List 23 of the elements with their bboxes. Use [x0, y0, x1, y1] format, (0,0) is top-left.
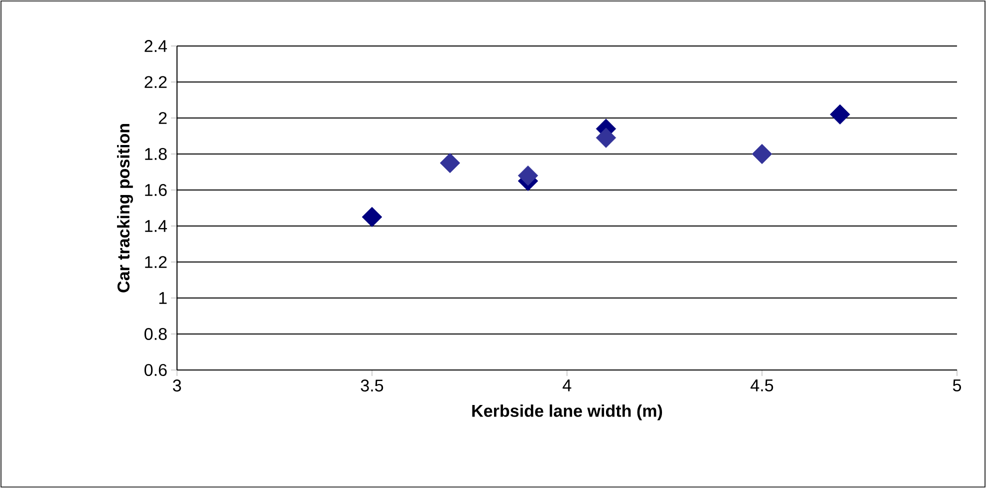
y-tick-label: 2.2: [144, 76, 167, 88]
x-tick-label: 4: [562, 380, 572, 392]
y-tick-label: 1.4: [145, 220, 167, 232]
point: [518, 166, 538, 186]
point: [830, 104, 850, 124]
y-tick-label: 2: [158, 112, 167, 124]
y-tick-label: 1.8: [145, 148, 167, 160]
x-tick-label: 5: [952, 380, 962, 392]
x-tick-label: 4.5: [750, 380, 774, 392]
x-axis-title: Kerbside lane width (m): [472, 404, 662, 420]
y-tick-label: 0.6: [144, 364, 167, 376]
y-tick-label: 1: [159, 292, 167, 304]
y-tick-label: 2.4: [144, 40, 167, 52]
x-tick-label: 3.5: [360, 380, 384, 392]
x-tick-label: 3: [172, 380, 181, 392]
point: [440, 152, 460, 174]
point: [752, 144, 772, 164]
point: [362, 206, 382, 228]
y-axis-title: Car tracking position: [117, 124, 133, 292]
y-tick-label: 1.2: [145, 256, 167, 268]
point: [596, 128, 616, 148]
y-tick-label: 1.6: [145, 184, 167, 196]
y-tick-label: 0.8: [144, 328, 167, 340]
